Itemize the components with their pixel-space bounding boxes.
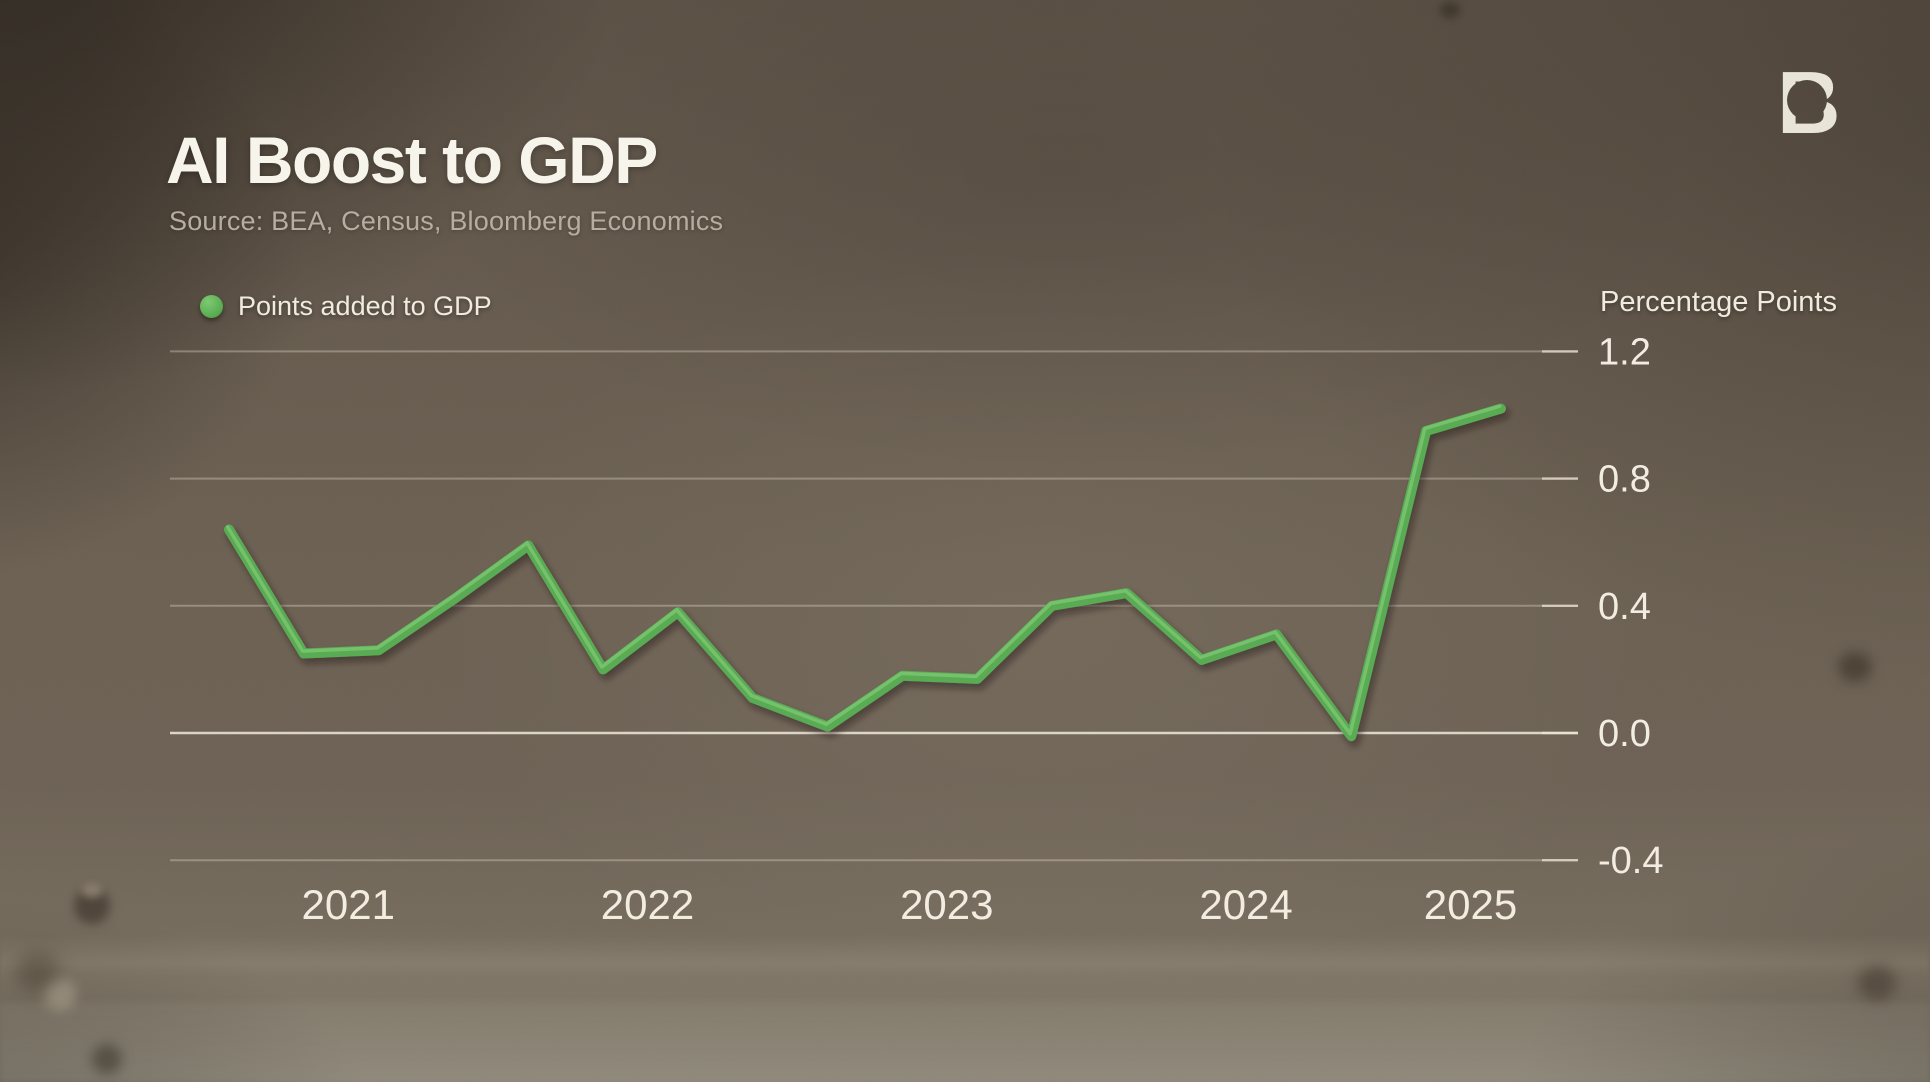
gdp-series-line (224, 403, 1506, 742)
y-tick-label: 0.8 (1598, 459, 1651, 501)
y-tick-label: 1.2 (1598, 331, 1651, 373)
gridlines-group (170, 350, 1578, 862)
x-year-label: 2023 (900, 881, 993, 928)
x-year-label: 2025 (1424, 881, 1517, 928)
y-tick-label: -0.4 (1598, 840, 1663, 882)
x-year-label: 2021 (302, 881, 395, 928)
series-group (224, 403, 1506, 742)
x-year-label: 2022 (601, 881, 694, 928)
y-tick-label: 0.0 (1598, 713, 1651, 755)
y-tick-label: 0.4 (1598, 586, 1651, 628)
x-year-label: 2024 (1199, 881, 1292, 928)
